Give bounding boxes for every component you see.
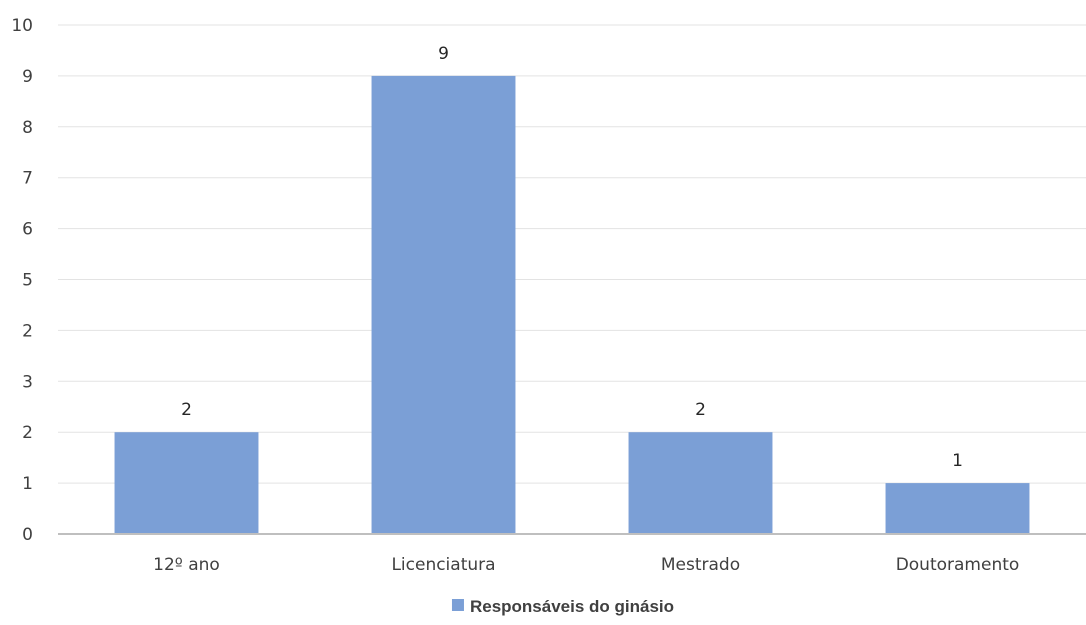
- y-tick-label: 10: [11, 16, 33, 36]
- data-label: 9: [438, 44, 449, 64]
- data-label: 2: [695, 400, 706, 420]
- x-axis-labels: 12º ano Licenciatura Mestrado Doutoramento: [153, 555, 1019, 575]
- x-tick-label: 12º ano: [153, 555, 220, 575]
- bar: [371, 75, 516, 535]
- x-tick-label: Licenciatura: [391, 555, 495, 575]
- legend: Responsáveis do ginásio: [451, 597, 674, 616]
- legend-label: Responsáveis do ginásio: [470, 597, 674, 616]
- bar: [885, 483, 1030, 534]
- data-label: 2: [181, 400, 192, 420]
- x-tick-label: Mestrado: [661, 555, 740, 575]
- x-tick-label: Doutoramento: [896, 555, 1020, 575]
- y-tick-label: 6: [22, 220, 33, 240]
- y-tick-label: 7: [22, 169, 33, 189]
- y-tick-label: 9: [22, 67, 33, 87]
- y-tick-label: 0: [22, 525, 33, 545]
- y-tick-label: 8: [22, 118, 33, 138]
- y-tick-label: 2: [22, 321, 33, 341]
- bar: [628, 432, 773, 534]
- gridlines: [58, 24, 1086, 484]
- y-tick-label: 2: [22, 423, 33, 443]
- y-tick-label: 1: [22, 474, 33, 494]
- data-labels: 2 9 2 1: [181, 44, 963, 471]
- y-tick-label: 5: [22, 271, 33, 291]
- y-axis-ticks: 0 1 2 3 2 5 6 7 8 9 10: [11, 16, 33, 545]
- y-tick-label: 3: [22, 372, 33, 392]
- legend-swatch: [451, 599, 464, 611]
- data-label: 1: [952, 451, 963, 471]
- bar: [114, 432, 259, 534]
- bars: [114, 75, 1030, 535]
